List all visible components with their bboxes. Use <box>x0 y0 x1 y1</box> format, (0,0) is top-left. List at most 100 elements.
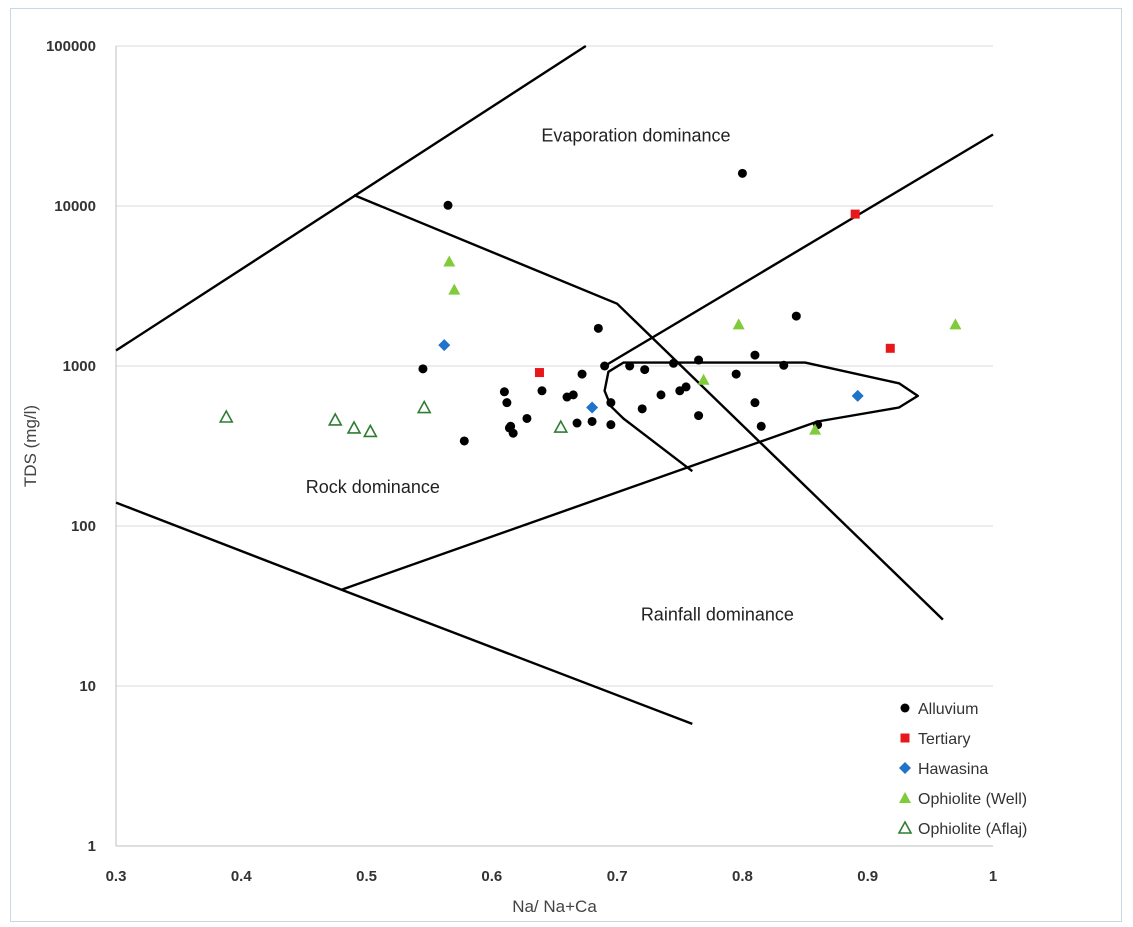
x-tick-label-0.5: 0.5 <box>356 868 377 885</box>
axes <box>115 46 993 847</box>
data-point <box>553 419 569 433</box>
boundary-line-1 <box>115 44 587 352</box>
data-point <box>418 364 428 374</box>
data-point <box>499 387 509 397</box>
series-ophiolite-well <box>443 255 962 435</box>
legend-item: Ophiolite (Well) <box>899 791 1027 808</box>
data-point <box>949 318 962 330</box>
x-tick-label-0.6: 0.6 <box>481 868 502 885</box>
data-point <box>537 386 547 396</box>
x-tick-label-0.8: 0.8 <box>732 868 753 885</box>
legend-item: Ophiolite (Aflaj) <box>897 820 1027 838</box>
tick-labels: 1 10 100 1000 10000 100000 0.3 0.4 0.5 0.6 0.7 0.8 0… <box>46 38 997 885</box>
data-point <box>694 355 704 365</box>
region-label-1: Evaporation dominance <box>541 126 730 146</box>
data-point <box>443 255 456 267</box>
legend-marker <box>899 762 911 774</box>
data-point <box>637 404 647 414</box>
data-point <box>885 343 895 353</box>
y-tick-label-1000: 1000 <box>63 358 96 375</box>
data-point <box>416 399 432 414</box>
legend-marker <box>900 703 910 713</box>
data-point <box>572 418 582 428</box>
data-point <box>625 361 635 371</box>
legend-item: Hawasina <box>899 761 988 778</box>
x-tick-label-0.3: 0.3 <box>106 868 127 885</box>
x-tick-label-1: 1 <box>989 868 997 885</box>
region-label-2: Rock dominance <box>306 477 440 497</box>
legend-marker <box>899 792 911 803</box>
data-point <box>459 436 469 446</box>
data-point <box>506 421 516 431</box>
legend-label: Hawasina <box>918 761 988 778</box>
data-point <box>448 283 461 295</box>
data-points <box>218 168 962 446</box>
y-tick-label-1: 1 <box>88 838 96 855</box>
legend-label: Tertiary <box>918 731 970 748</box>
data-point <box>750 398 760 408</box>
region-labels: Evaporation dominance Rock dominance Rainf… <box>306 126 794 625</box>
data-point <box>779 360 789 370</box>
data-point <box>586 401 599 414</box>
data-point <box>218 409 234 423</box>
data-point <box>362 423 378 438</box>
data-point <box>346 420 362 434</box>
y-tick-label-10: 10 <box>79 678 96 695</box>
boundary-line-4 <box>115 501 693 726</box>
data-point <box>791 311 801 321</box>
legend-item: Tertiary <box>900 731 970 748</box>
legend-label: Ophiolite (Aflaj) <box>918 821 1027 838</box>
x-tick-label-0.9: 0.9 <box>857 868 878 885</box>
data-point <box>732 318 745 330</box>
data-point <box>522 413 532 423</box>
data-point <box>606 420 616 430</box>
data-point <box>587 416 597 426</box>
y-tick-label-10000: 10000 <box>54 198 96 215</box>
data-point <box>606 398 616 408</box>
legend-label: Alluvium <box>918 701 978 718</box>
data-point <box>593 323 603 333</box>
chart-frame <box>10 8 1122 922</box>
boundary-line-5 <box>341 361 919 591</box>
data-point <box>640 365 650 375</box>
data-point <box>850 209 860 219</box>
legend-label: Ophiolite (Well) <box>918 791 1027 808</box>
x-tick-label-0.4: 0.4 <box>231 868 253 885</box>
data-point <box>669 358 679 368</box>
series-hawasina <box>438 339 864 414</box>
series-tertiary <box>534 209 895 378</box>
series-alluvium <box>418 168 823 446</box>
y-tick-label-100: 100 <box>71 518 96 535</box>
y-axis-title: TDS (mg/l) <box>21 405 40 487</box>
data-point <box>694 411 704 421</box>
data-point <box>656 390 666 400</box>
data-point <box>851 389 864 402</box>
data-point <box>502 398 512 408</box>
legend-marker <box>897 820 913 834</box>
y-tick-label-100000: 100000 <box>46 38 96 55</box>
legend-item: Alluvium <box>900 701 978 718</box>
data-point <box>577 369 587 379</box>
data-point <box>731 369 741 379</box>
data-point <box>600 361 610 371</box>
data-point <box>750 350 760 360</box>
data-point <box>443 200 453 210</box>
legend: Alluvium Tertiary Hawasina Ophiolite (Well)… <box>897 701 1027 838</box>
data-point <box>508 428 518 438</box>
series-ophiolite-aflaj <box>218 399 569 438</box>
data-point <box>756 421 766 431</box>
x-tick-label-0.7: 0.7 <box>607 868 628 885</box>
data-point <box>809 423 822 435</box>
data-point <box>697 373 710 385</box>
data-point <box>681 382 691 392</box>
data-point <box>737 168 747 178</box>
data-point <box>568 390 578 400</box>
legend-marker <box>900 733 910 743</box>
data-point <box>327 412 343 426</box>
data-point <box>534 368 544 378</box>
x-axis-title: Na/ Na+Ca <box>512 897 597 916</box>
region-label-3: Rainfall dominance <box>641 604 794 624</box>
boundary-line-2 <box>353 193 944 621</box>
boundary-line-3 <box>603 133 994 368</box>
